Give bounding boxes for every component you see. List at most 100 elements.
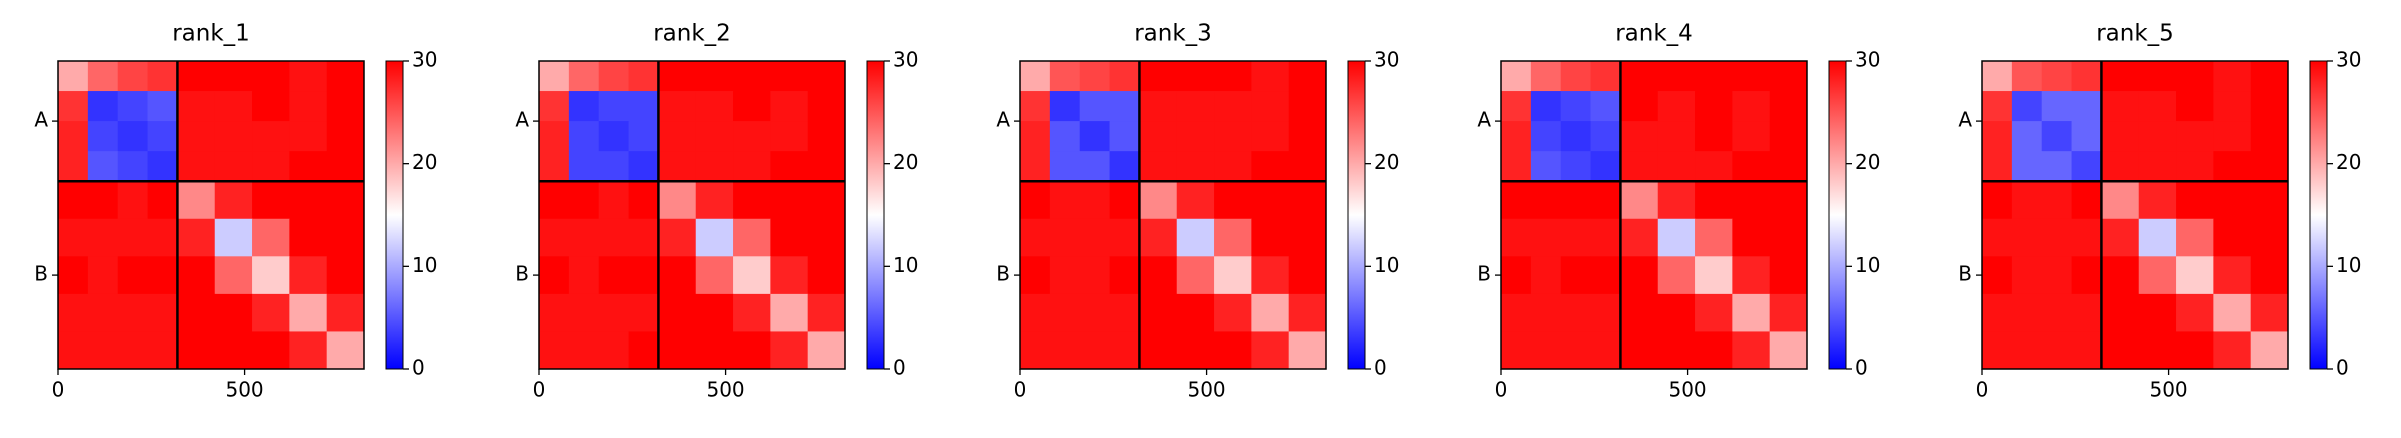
panel-title: rank_1 xyxy=(172,21,250,47)
panel: rank_1 0 500 A B 0 10 20 30 xyxy=(34,21,437,402)
heatmap-cell xyxy=(1620,331,1659,370)
heatmap-cell xyxy=(2071,121,2102,152)
heatmap-cell xyxy=(326,218,365,257)
heatmap-cell xyxy=(87,256,119,295)
heatmap-cell xyxy=(1620,121,1659,152)
y-tick-label: B xyxy=(34,262,48,286)
heatmap-cell xyxy=(1020,61,1051,92)
heatmap-cell xyxy=(2176,218,2214,257)
heatmap-cell xyxy=(1657,256,1696,295)
panel-title: rank_5 xyxy=(2096,21,2174,47)
heatmap-cell xyxy=(568,61,600,92)
heatmap-cell xyxy=(1657,218,1696,257)
heatmap-cell xyxy=(2250,61,2289,92)
heatmap-cell xyxy=(1769,293,1808,332)
heatmap-cell xyxy=(177,61,216,92)
heatmap-cell xyxy=(289,256,328,295)
heatmap-cell xyxy=(568,218,600,257)
colorbar-tick-label: 10 xyxy=(1374,253,1399,277)
axes-frame xyxy=(1019,60,1327,370)
heatmap-cell xyxy=(1251,61,1290,92)
heatmap-cell xyxy=(598,91,630,122)
heatmap-cell xyxy=(2250,181,2289,220)
heatmap-cell xyxy=(87,293,119,332)
heatmap-cell xyxy=(1560,151,1592,182)
heatmap-cell xyxy=(2011,181,2043,220)
heatmap-cell xyxy=(1288,121,1327,152)
heatmap-cell xyxy=(1590,151,1621,182)
heatmap-cell xyxy=(733,218,771,257)
heatmap-cell xyxy=(568,181,600,220)
colorbar-tick-label: 0 xyxy=(1374,356,1387,380)
heatmap-cell xyxy=(658,331,697,370)
heatmap-cell xyxy=(177,91,216,122)
x-tick-label: 500 xyxy=(1187,378,1225,402)
heatmap-cell xyxy=(598,293,630,332)
heatmap-cell xyxy=(2213,91,2252,122)
heatmap-cell xyxy=(628,331,659,370)
heatmap-cell xyxy=(1590,91,1621,122)
heatmap-cell xyxy=(1214,218,1252,257)
heatmap-cell xyxy=(658,151,697,182)
heatmap-cell xyxy=(87,181,119,220)
panel-title: rank_3 xyxy=(1134,21,1212,47)
heatmap-cell xyxy=(1982,331,2013,370)
heatmap-cell xyxy=(1251,293,1290,332)
heatmap-cell xyxy=(770,121,809,152)
heatmap-cell xyxy=(252,331,290,370)
axes-frame xyxy=(57,60,365,370)
heatmap-cell xyxy=(539,181,570,220)
heatmap-cell xyxy=(1620,218,1659,257)
heatmap-cell xyxy=(658,256,697,295)
colorbar-tick-label: 30 xyxy=(1855,48,1880,72)
heatmap-cell xyxy=(1501,181,1532,220)
heatmap-cell xyxy=(2138,218,2177,257)
heatmap-cell xyxy=(2011,218,2043,257)
heatmap-cell xyxy=(2041,293,2073,332)
y-tick-label: B xyxy=(996,262,1010,286)
heatmap-cell xyxy=(568,151,600,182)
heatmap-cell xyxy=(214,61,253,92)
heatmap-cell xyxy=(1982,121,2013,152)
heatmap-cell xyxy=(2213,293,2252,332)
heatmap-cell xyxy=(87,218,119,257)
heatmap-cell xyxy=(58,256,89,295)
heatmap-cell xyxy=(117,61,149,92)
heatmap-cell xyxy=(326,256,365,295)
heatmap-cell xyxy=(2101,91,2140,122)
x-tick-label: 500 xyxy=(706,378,744,402)
heatmap-cell xyxy=(2138,293,2177,332)
heatmap-cell xyxy=(147,331,178,370)
panel: rank_2 0 500 A B 0 10 20 30 xyxy=(515,21,918,402)
heatmap-cell xyxy=(1139,181,1178,220)
heatmap-cell xyxy=(2176,293,2214,332)
x-tick-label: 0 xyxy=(1976,378,1989,402)
heatmap-cell xyxy=(214,181,253,220)
heatmap-cell xyxy=(214,151,253,182)
heatmap-cell xyxy=(1020,218,1051,257)
heatmap-cell xyxy=(2071,151,2102,182)
heatmap-cell xyxy=(117,121,149,152)
heatmap-cell xyxy=(1049,256,1081,295)
heatmap-cell xyxy=(1079,121,1111,152)
heatmap-cell xyxy=(695,293,734,332)
colorbar-tick-label: 10 xyxy=(893,253,918,277)
heatmap-cell xyxy=(2250,256,2289,295)
heatmap-cell xyxy=(2011,121,2043,152)
heatmap-cell xyxy=(87,331,119,370)
heatmap-cell xyxy=(2213,256,2252,295)
heatmap-cell xyxy=(1620,181,1659,220)
panel-title: rank_4 xyxy=(1615,21,1693,47)
heatmap-cell xyxy=(1560,218,1592,257)
heatmap-cell xyxy=(1732,181,1771,220)
heatmap-cell xyxy=(2176,331,2214,370)
y-tick-label: A xyxy=(1477,108,1491,132)
heatmap-cell xyxy=(1769,121,1808,152)
heatmap-cell xyxy=(1695,256,1733,295)
heatmap-cell xyxy=(1020,331,1051,370)
heatmap-cell xyxy=(2101,61,2140,92)
heatmap-cell xyxy=(1109,61,1140,92)
heatmap-cell xyxy=(2176,151,2214,182)
heatmap-cell xyxy=(87,121,119,152)
panel: rank_5 0 500 A B 0 10 20 30 xyxy=(1958,21,2361,402)
